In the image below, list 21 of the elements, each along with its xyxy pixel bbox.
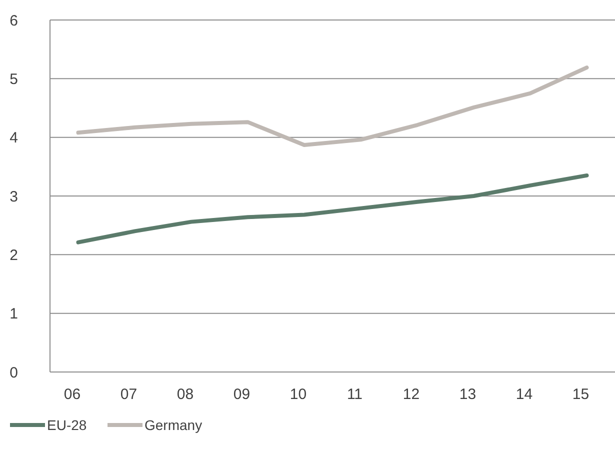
y-tick-label: 6	[10, 12, 18, 30]
y-tick-label: 3	[10, 188, 18, 206]
x-tick-label: 13	[459, 386, 476, 403]
x-tick-label: 07	[120, 386, 138, 403]
x-tick-label: 11	[346, 386, 363, 403]
x-tick-label: 08	[176, 386, 194, 403]
y-tick-label: 5	[10, 70, 18, 88]
x-tick-label: 06	[64, 386, 81, 403]
line-series	[76, 66, 589, 147]
x-tick-label: 09	[233, 386, 250, 403]
legend-label: EU-28	[47, 416, 87, 433]
x-tick-label: 12	[402, 386, 420, 403]
y-tick-label: 0	[10, 364, 18, 382]
y-tick-label: 1	[10, 306, 18, 323]
x-tick-label: 15	[572, 386, 590, 403]
line-series	[76, 173, 589, 244]
x-tick-label: 14	[516, 386, 533, 403]
x-tick-label: 10	[290, 386, 307, 403]
y-tick-label: 4	[10, 130, 18, 147]
y-tick-label: 2	[10, 246, 18, 264]
legend-label: Germany	[144, 416, 202, 433]
